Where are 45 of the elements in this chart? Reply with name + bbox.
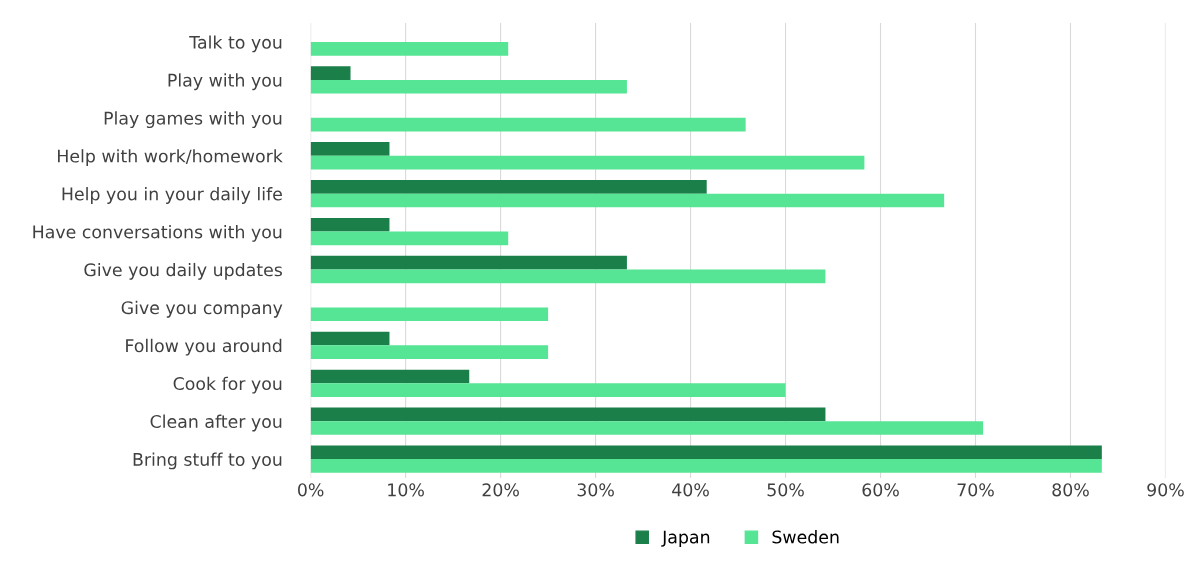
bar xyxy=(310,217,390,232)
bar xyxy=(310,142,390,156)
bar xyxy=(310,383,786,397)
bar xyxy=(310,155,865,170)
bar xyxy=(310,42,509,56)
bar xyxy=(310,231,509,246)
bar xyxy=(310,331,390,346)
x-tick-label: 70% xyxy=(957,483,994,497)
x-tick-label: 40% xyxy=(672,483,709,497)
y-tick-label: Help with work/homework xyxy=(58,149,283,166)
bar xyxy=(310,421,984,435)
x-tick-label: 80% xyxy=(1052,483,1089,497)
bar xyxy=(310,407,826,422)
y-tick-label: Give you company xyxy=(121,300,283,318)
bar xyxy=(310,193,945,208)
y-tick-label: Help you in your daily life xyxy=(62,187,282,204)
x-tick-label: 10% xyxy=(388,483,424,497)
bar xyxy=(310,255,627,270)
legend-label: Sweden xyxy=(772,530,839,544)
bar xyxy=(310,307,549,322)
bar xyxy=(310,459,1102,473)
y-tick-label: Give you daily updates xyxy=(84,262,282,280)
x-tick-label: 20% xyxy=(482,483,519,497)
y-tick-label: Cook for you xyxy=(173,376,282,394)
bar xyxy=(310,445,1102,460)
x-tick-label: 90% xyxy=(1147,483,1184,497)
y-tick-label: Have conversations with you xyxy=(33,225,282,242)
bar xyxy=(310,369,470,384)
x-tick-label: 60% xyxy=(862,483,899,497)
x-tick-label: 30% xyxy=(577,483,614,497)
y-tick-label: Follow you around xyxy=(126,338,282,356)
y-tick-label: Clean after you xyxy=(150,414,282,432)
legend-label: Japan xyxy=(661,530,710,547)
bar xyxy=(310,117,746,132)
y-tick-label: Play with you xyxy=(168,73,282,91)
bar xyxy=(310,269,826,284)
y-tick-label: Bring stuff to you xyxy=(133,452,282,470)
bar xyxy=(310,66,351,80)
bar xyxy=(310,180,707,194)
x-tick-label: 0% xyxy=(298,483,324,497)
y-tick-label: Talk to you xyxy=(189,35,282,53)
bar xyxy=(310,79,627,94)
x-tick-label: 50% xyxy=(767,483,804,497)
bar xyxy=(310,345,549,360)
y-tick-label: Play games with you xyxy=(104,111,282,129)
